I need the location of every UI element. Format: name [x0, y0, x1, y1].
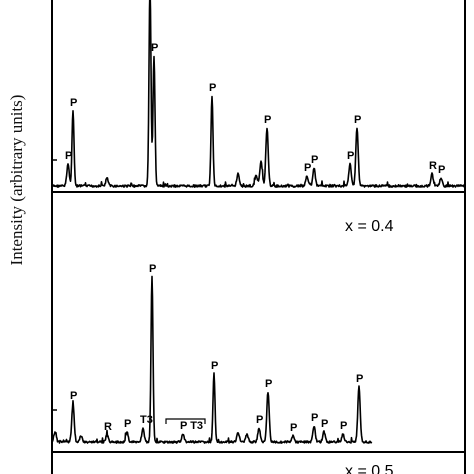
- peak-label: R: [429, 160, 437, 172]
- panel-label-bottom: x = 0.5: [345, 463, 394, 474]
- peak-label: P: [290, 422, 297, 434]
- peak-label: P: [265, 378, 272, 390]
- t3-bracket: [165, 418, 206, 424]
- peak-label: P: [209, 82, 216, 94]
- peak-label: P: [211, 360, 218, 372]
- peak-label: P T3: [180, 420, 203, 432]
- peak-label: R: [104, 421, 112, 433]
- peak-label: P: [149, 263, 156, 275]
- peak-label: P: [256, 414, 263, 426]
- peak-label: P: [65, 150, 72, 162]
- plot-frame: [51, 0, 466, 474]
- peak-label: P: [347, 150, 354, 162]
- peak-label: P: [311, 154, 318, 166]
- peak-label: P: [321, 418, 328, 430]
- peak-label: P: [311, 412, 318, 424]
- panel-label-top: x = 0.4: [345, 218, 394, 235]
- peak-label: P: [124, 418, 131, 430]
- peak-label: P: [151, 42, 158, 54]
- y-axis-label: Intensity (arbitrary units): [7, 95, 26, 266]
- peak-label: P: [70, 390, 77, 402]
- peak-label: P: [264, 114, 271, 126]
- diffraction-trace: [51, 0, 466, 188]
- peak-label: P: [304, 162, 311, 174]
- peak-label: P: [70, 97, 77, 109]
- peak-label: P: [354, 114, 361, 126]
- peak-label: T3: [140, 414, 153, 426]
- peak-label: P: [438, 164, 445, 176]
- diffraction-trace: [51, 275, 373, 444]
- peak-label: P: [340, 420, 347, 432]
- peak-label: P: [356, 373, 363, 385]
